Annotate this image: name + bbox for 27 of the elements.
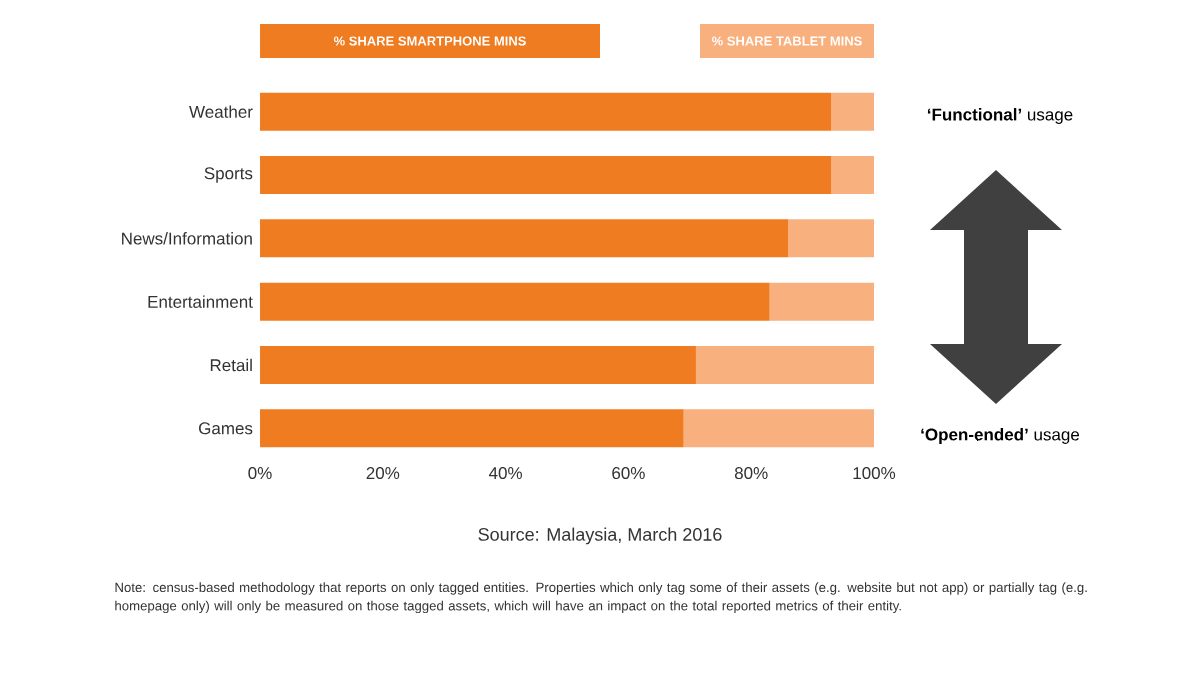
x-tick-label: 0% [248,467,272,480]
x-tick-label: 40% [488,467,523,480]
y-tick-label: Games [199,422,253,435]
bar [260,282,770,321]
x-tick-label: 100% [853,467,896,480]
text: ‘Open-ended’ usage [921,428,1080,444]
y-tick-label: Retail [210,358,252,372]
bar [260,92,832,131]
bar [831,155,874,194]
bar [260,345,696,384]
bar [695,345,874,384]
bar [831,92,874,131]
x-tick-label: 80% [734,467,768,480]
bar [260,219,789,258]
text: ‘Functional’ usage [927,108,1073,124]
source-note: Source: Malaysia, March 2016 [478,527,722,545]
y-tick-label: Sports [204,167,253,183]
bar [769,282,874,321]
bar [260,155,832,194]
bar [260,409,684,448]
y-tick-label: Entertainment [148,295,253,308]
bar [683,409,874,448]
y-tick-label: News/Information [122,232,252,245]
bar [788,219,874,258]
x-tick-label: 60% [612,467,645,480]
x-tick-label: 20% [366,467,400,480]
y-tick-label: Weather [189,105,253,118]
